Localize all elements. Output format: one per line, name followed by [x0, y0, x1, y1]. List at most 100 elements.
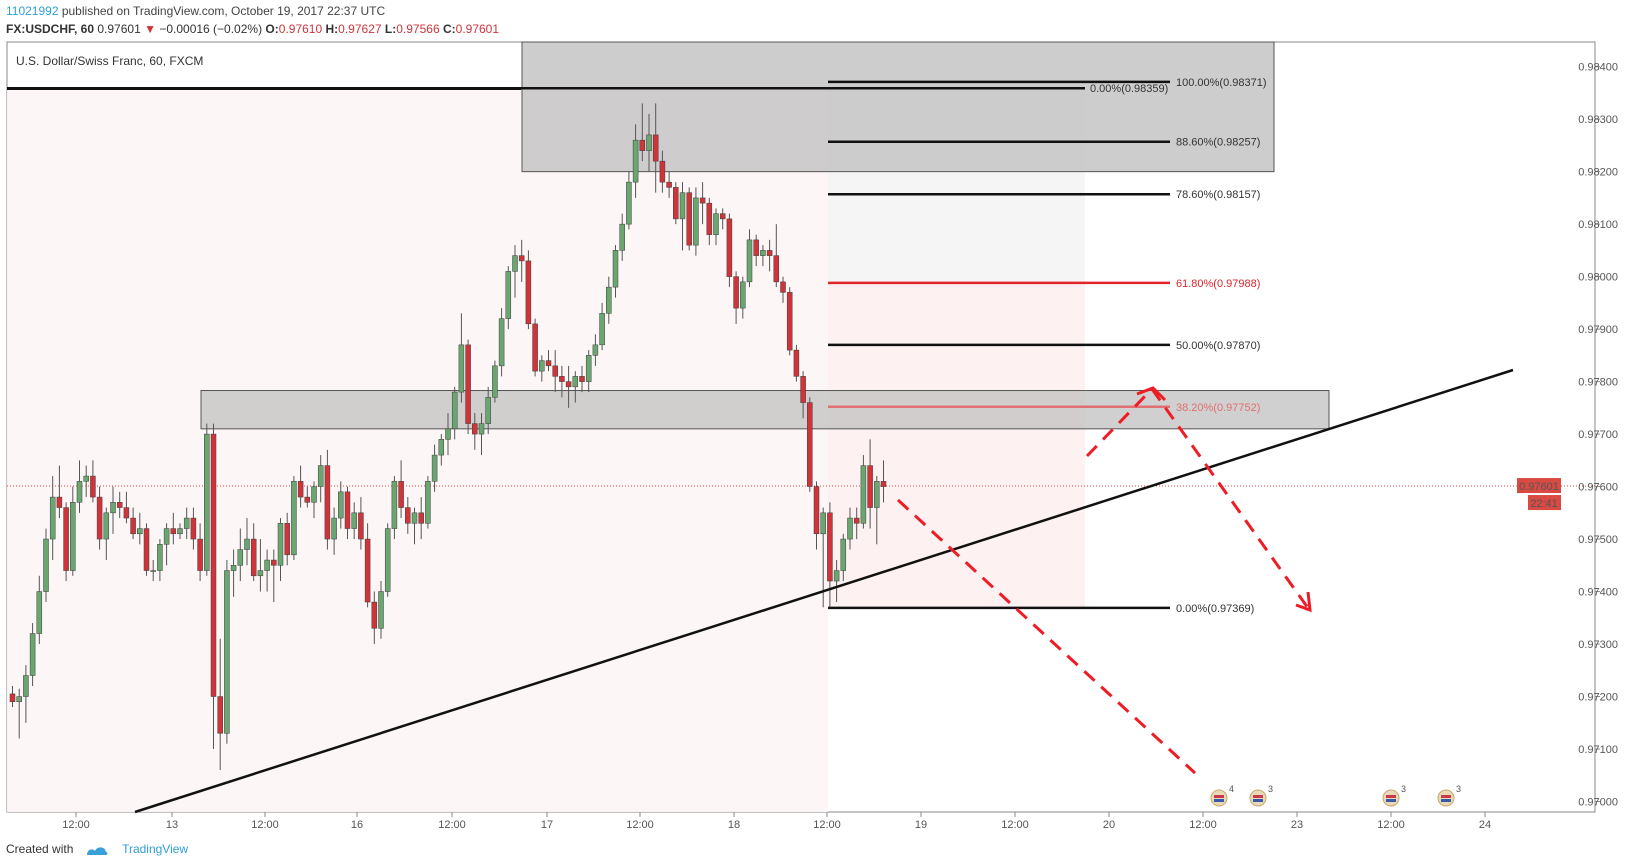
event-marker[interactable]: 3: [1437, 784, 1461, 807]
arrow-up-to-fib[interactable]: [1085, 387, 1154, 458]
candle: [673, 182, 679, 225]
candle: [532, 318, 538, 377]
candle-body-up: [183, 517, 190, 529]
trendlines[interactable]: [7, 87, 1514, 814]
candle: [150, 560, 156, 582]
candle-body-up: [612, 250, 619, 288]
event-marker[interactable]: 3: [1249, 784, 1273, 807]
symbol-label: FX:USDCHF, 60: [6, 22, 95, 36]
candle: [16, 688, 22, 739]
price-tick-label: 0.97200: [1578, 692, 1618, 704]
economic-events[interactable]: 4 3 3 3: [1210, 784, 1461, 807]
candle-body-up: [592, 344, 599, 356]
candle: [116, 491, 123, 519]
time-tick-label: 23: [1291, 819, 1303, 831]
quote-line: FX:USDCHF, 60 0.97601 ▼ −0.00016 (−0.02%…: [6, 22, 499, 36]
flag-stripe: [1386, 795, 1396, 798]
candle: [83, 465, 89, 498]
candle-body-up: [110, 502, 116, 514]
candle: [666, 171, 672, 198]
flag-stripe: [1214, 799, 1224, 802]
candle-body-up: [485, 397, 491, 424]
candle: [746, 229, 753, 288]
candle-body-down: [364, 538, 371, 603]
created-with: Created with: [6, 842, 74, 856]
open-value: 0.97610: [278, 22, 323, 36]
candle: [606, 276, 612, 324]
candle: [250, 523, 257, 582]
candle: [539, 355, 545, 382]
candle: [143, 523, 150, 576]
event-marker[interactable]: 4: [1210, 784, 1234, 807]
price-axis[interactable]: 0.98400 0.98300 0.98200 0.98100 0.98000 0.979…: [1517, 62, 1618, 809]
candle-body-up: [539, 360, 545, 372]
event-marker[interactable]: 3: [1382, 784, 1406, 807]
candle-body-up: [512, 255, 518, 272]
candle-body-up: [498, 318, 505, 367]
candle-body-up: [103, 512, 110, 540]
candle: [418, 497, 424, 540]
rising-trendline[interactable]: [134, 368, 1514, 814]
candle: [271, 549, 277, 603]
candle: [492, 360, 498, 403]
time-axis[interactable]: 12:00 13 12:00 16 12:00 17 12:00 18 12:00 19 12:00…: [62, 812, 1491, 831]
candle-body-up: [632, 139, 639, 183]
candle-body-down: [552, 365, 558, 377]
candle-body-down: [800, 376, 806, 403]
candle-body-down: [123, 507, 130, 519]
time-tick-label: 20: [1103, 819, 1115, 831]
candle: [344, 486, 351, 540]
candle: [706, 197, 713, 246]
fib-level-label: 0.00%(0.98359): [1090, 83, 1168, 95]
candle: [659, 150, 666, 193]
candle: [217, 638, 223, 771]
candle: [579, 365, 585, 393]
fib-level-label: 0.00%(0.97369): [1176, 603, 1254, 615]
fib-background: [7, 81, 1085, 812]
price-tick-label: 0.97800: [1578, 377, 1618, 389]
candle-body-down: [465, 344, 471, 424]
candle: [753, 234, 759, 267]
candle-body-down: [63, 507, 69, 571]
candle-body-up: [599, 313, 605, 346]
tradingview-link[interactable]: TradingView: [122, 842, 189, 856]
candle: [177, 523, 183, 540]
candle-body-down: [652, 134, 659, 162]
candle: [311, 481, 317, 519]
chart-title: U.S. Dollar/Swiss Franc, 60, FXCM: [16, 54, 203, 68]
candle-body-up: [679, 192, 686, 220]
projection-arrows[interactable]: [896, 386, 1312, 775]
candle-body-up: [585, 355, 592, 382]
candle-body-up: [425, 481, 431, 524]
demand-zone[interactable]: [200, 390, 1330, 430]
candle-body-up: [244, 538, 250, 550]
event-count: 3: [1456, 784, 1461, 794]
candle: [63, 502, 69, 582]
candle: [860, 455, 867, 529]
candle-body-up: [626, 181, 632, 225]
candle-body-up: [445, 428, 451, 440]
candle-body-down: [116, 502, 123, 508]
fib-level-label: 88.60%(0.98257): [1176, 137, 1260, 149]
candle: [760, 245, 766, 267]
price-tick-label: 0.97900: [1578, 324, 1618, 336]
candle-body-up: [177, 528, 183, 535]
candle-body-up: [411, 512, 418, 524]
candle: [338, 481, 344, 529]
author-link[interactable]: 11021992: [6, 4, 59, 18]
candle: [431, 444, 438, 492]
candle: [304, 486, 311, 508]
candle-body-down: [418, 512, 424, 524]
candle: [840, 533, 847, 582]
publish-info: published on TradingView.com, October 19…: [58, 4, 386, 18]
candle: [103, 507, 110, 561]
candle: [204, 423, 210, 576]
countdown-label: 22:41: [1530, 498, 1558, 510]
candle: [552, 350, 558, 393]
candle-body-down: [90, 475, 96, 498]
candle: [465, 339, 471, 435]
candle-body-up: [83, 475, 89, 482]
candle: [679, 182, 686, 251]
tradingview-logo-icon: [86, 847, 108, 855]
